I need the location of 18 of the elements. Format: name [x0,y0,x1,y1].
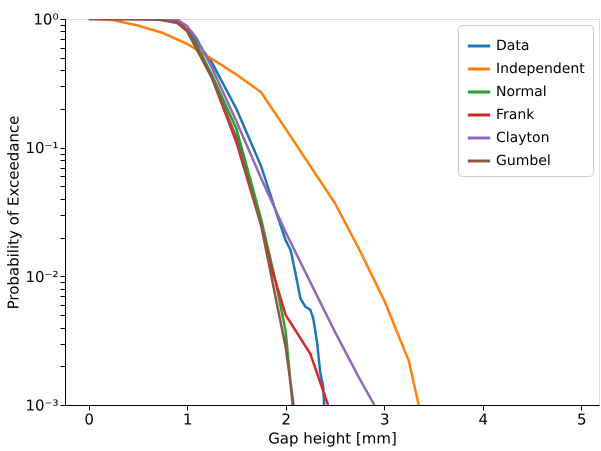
legend-label: Frank [496,107,536,123]
x-tick-label: 0 [84,410,94,428]
y-tick-label: 10⁰ [33,10,58,28]
legend-label: Normal [496,84,547,100]
x-tick-label: 2 [281,410,291,428]
x-tick-label: 4 [478,410,488,428]
legend-label: Independent [496,61,586,77]
y-tick-label: 10⁻² [25,268,58,286]
x-axis-title: Gap height [mm] [268,430,397,448]
legend-label: Clayton [496,130,550,146]
y-axis-title: Probability of Exceedance [4,116,22,310]
legend-label: Data [496,38,530,54]
legend-label: Gumbel [496,153,551,169]
y-tick-label: 10⁻³ [25,396,58,414]
y-tick-label: 10⁻¹ [25,139,58,158]
x-tick-label: 3 [380,410,390,428]
x-tick-label: 5 [576,410,587,428]
x-tick-label: 1 [182,410,192,428]
